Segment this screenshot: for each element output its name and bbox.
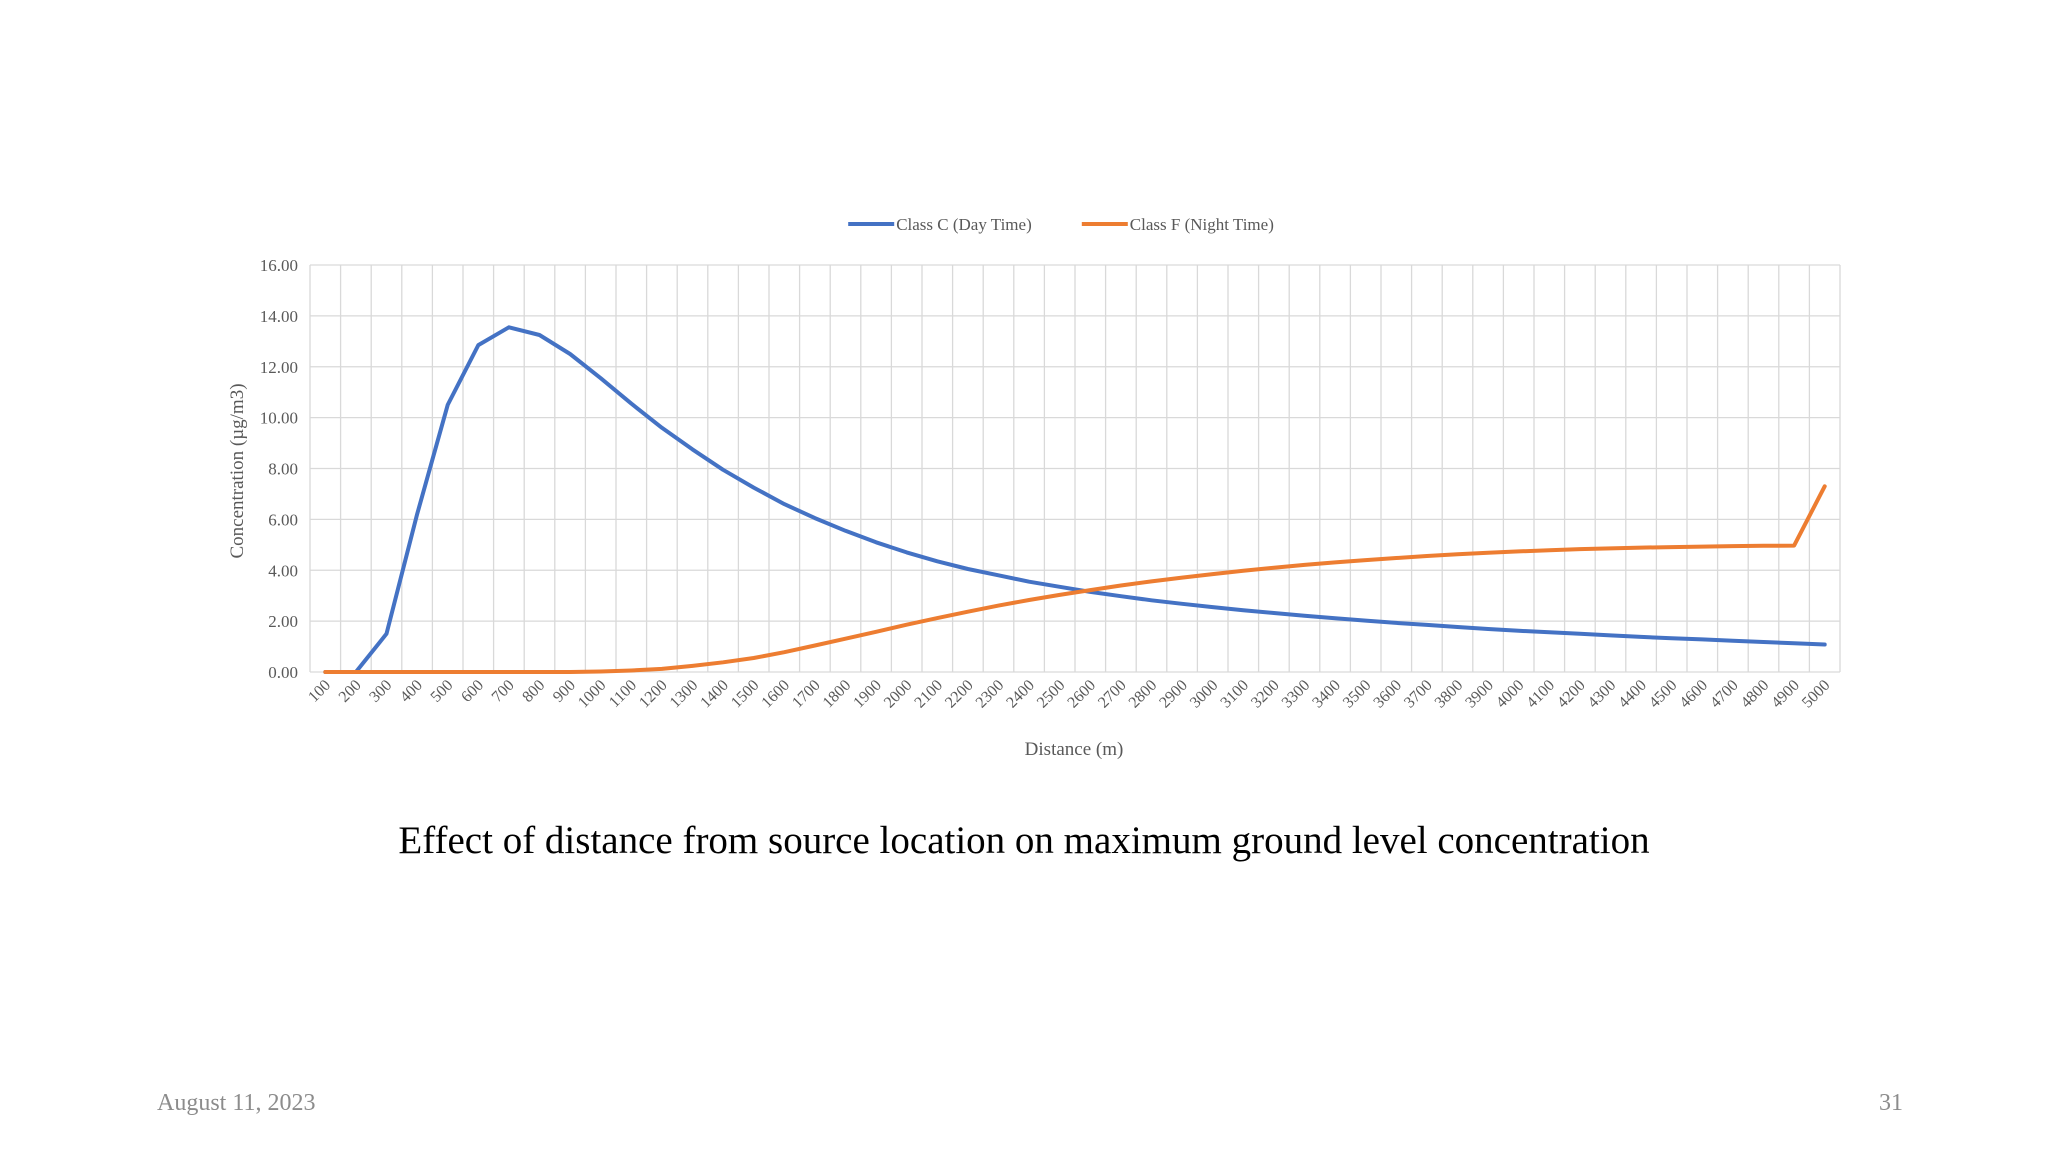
x-tick-label: 1100 — [606, 677, 640, 711]
x-tick-label: 3500 — [1340, 677, 1375, 712]
x-tick-label: 200 — [336, 677, 365, 706]
x-tick-label: 1200 — [636, 677, 671, 712]
x-tick-label: 4500 — [1646, 677, 1681, 712]
x-tick-label: 1600 — [758, 677, 793, 712]
x-tick-label: 300 — [366, 677, 395, 706]
y-tick-label: 10.00 — [260, 409, 298, 428]
x-tick-label: 100 — [305, 677, 334, 706]
x-tick-label: 4700 — [1707, 677, 1742, 712]
x-tick-label: 1400 — [697, 677, 732, 712]
y-tick-label: 8.00 — [268, 460, 298, 479]
x-tick-label: 900 — [550, 677, 579, 706]
legend-label: Class F (Night Time) — [1130, 215, 1274, 234]
footer-date: August 11, 2023 — [157, 1090, 316, 1116]
slide-caption: Effect of distance from source location … — [398, 819, 1650, 862]
x-tick-label: 2500 — [1034, 677, 1069, 712]
x-tick-label: 4900 — [1768, 677, 1803, 712]
y-tick-label: 0.00 — [268, 663, 298, 682]
x-tick-label: 500 — [428, 677, 457, 706]
x-tick-label: 3300 — [1279, 677, 1314, 712]
y-tick-label: 4.00 — [268, 561, 298, 580]
x-tick-label: 2600 — [1064, 677, 1099, 712]
page-number: 31 — [1879, 1090, 1903, 1116]
x-tick-label: 3100 — [1217, 677, 1252, 712]
x-tick-label: 4000 — [1493, 677, 1528, 712]
y-tick-label: 16.00 — [260, 256, 298, 275]
legend-item: Class F (Night Time) — [1081, 215, 1274, 234]
x-tick-label: 5000 — [1799, 677, 1834, 712]
x-tick-label: 3800 — [1432, 677, 1467, 712]
chart-series — [323, 325, 1827, 674]
y-tick-label: 12.00 — [260, 358, 298, 377]
legend-label: Class C (Day Time) — [896, 215, 1032, 234]
x-tick-label: 1500 — [728, 677, 763, 712]
chart-legend: Class C (Day Time) Class F (Night Time) — [848, 215, 1274, 234]
legend-item: Class C (Day Time) — [848, 215, 1032, 234]
x-tick-label: 4100 — [1523, 677, 1558, 712]
x-tick-label: 2900 — [1156, 677, 1191, 712]
x-tick-label: 3600 — [1370, 677, 1405, 712]
x-tick-label: 3200 — [1248, 677, 1283, 712]
x-tick-label: 4600 — [1676, 677, 1711, 712]
x-tick-label: 1900 — [850, 677, 885, 712]
x-tick-label: 800 — [519, 677, 548, 706]
series-line-class-f — [323, 484, 1827, 674]
x-tick-label: 2700 — [1095, 677, 1130, 712]
x-tick-label: 1000 — [575, 677, 610, 712]
x-tick-label: 3900 — [1462, 677, 1497, 712]
x-tick-label: 1700 — [789, 677, 824, 712]
x-tick-label: 4200 — [1554, 677, 1589, 712]
x-tick-label: 4400 — [1615, 677, 1650, 712]
y-axis-label: Concentration (µg/m3) — [227, 383, 248, 558]
x-tick-label: 2100 — [911, 677, 946, 712]
x-tick-label: 600 — [458, 677, 487, 706]
y-tick-label: 14.00 — [260, 307, 298, 326]
x-tick-label: 2400 — [1003, 677, 1038, 712]
x-tick-label: 2300 — [973, 677, 1008, 712]
y-tick-label: 6.00 — [268, 510, 298, 529]
x-tick-label: 1800 — [820, 677, 855, 712]
series-line-class-c — [323, 325, 1827, 674]
x-tick-label: 2000 — [881, 677, 916, 712]
chart-axes: 0.00 2.00 4.00 6.00 8.00 10.00 12.00 14.00 16.00… — [260, 256, 1834, 711]
x-tick-label: 4800 — [1738, 677, 1773, 712]
x-tick-label: 3700 — [1401, 677, 1436, 712]
x-tick-label: 3400 — [1309, 677, 1344, 712]
chart-gridlines — [309, 264, 1841, 673]
x-tick-label: 400 — [397, 677, 426, 706]
x-tick-label: 2200 — [942, 677, 977, 712]
x-axis-label: Distance (m) — [1025, 739, 1124, 760]
x-tick-label: 2800 — [1126, 677, 1161, 712]
x-tick-label: 3000 — [1187, 677, 1222, 712]
x-tick-label: 700 — [489, 677, 518, 706]
x-tick-label: 1300 — [667, 677, 702, 712]
y-tick-label: 2.00 — [268, 612, 298, 631]
x-tick-label: 4300 — [1585, 677, 1620, 712]
